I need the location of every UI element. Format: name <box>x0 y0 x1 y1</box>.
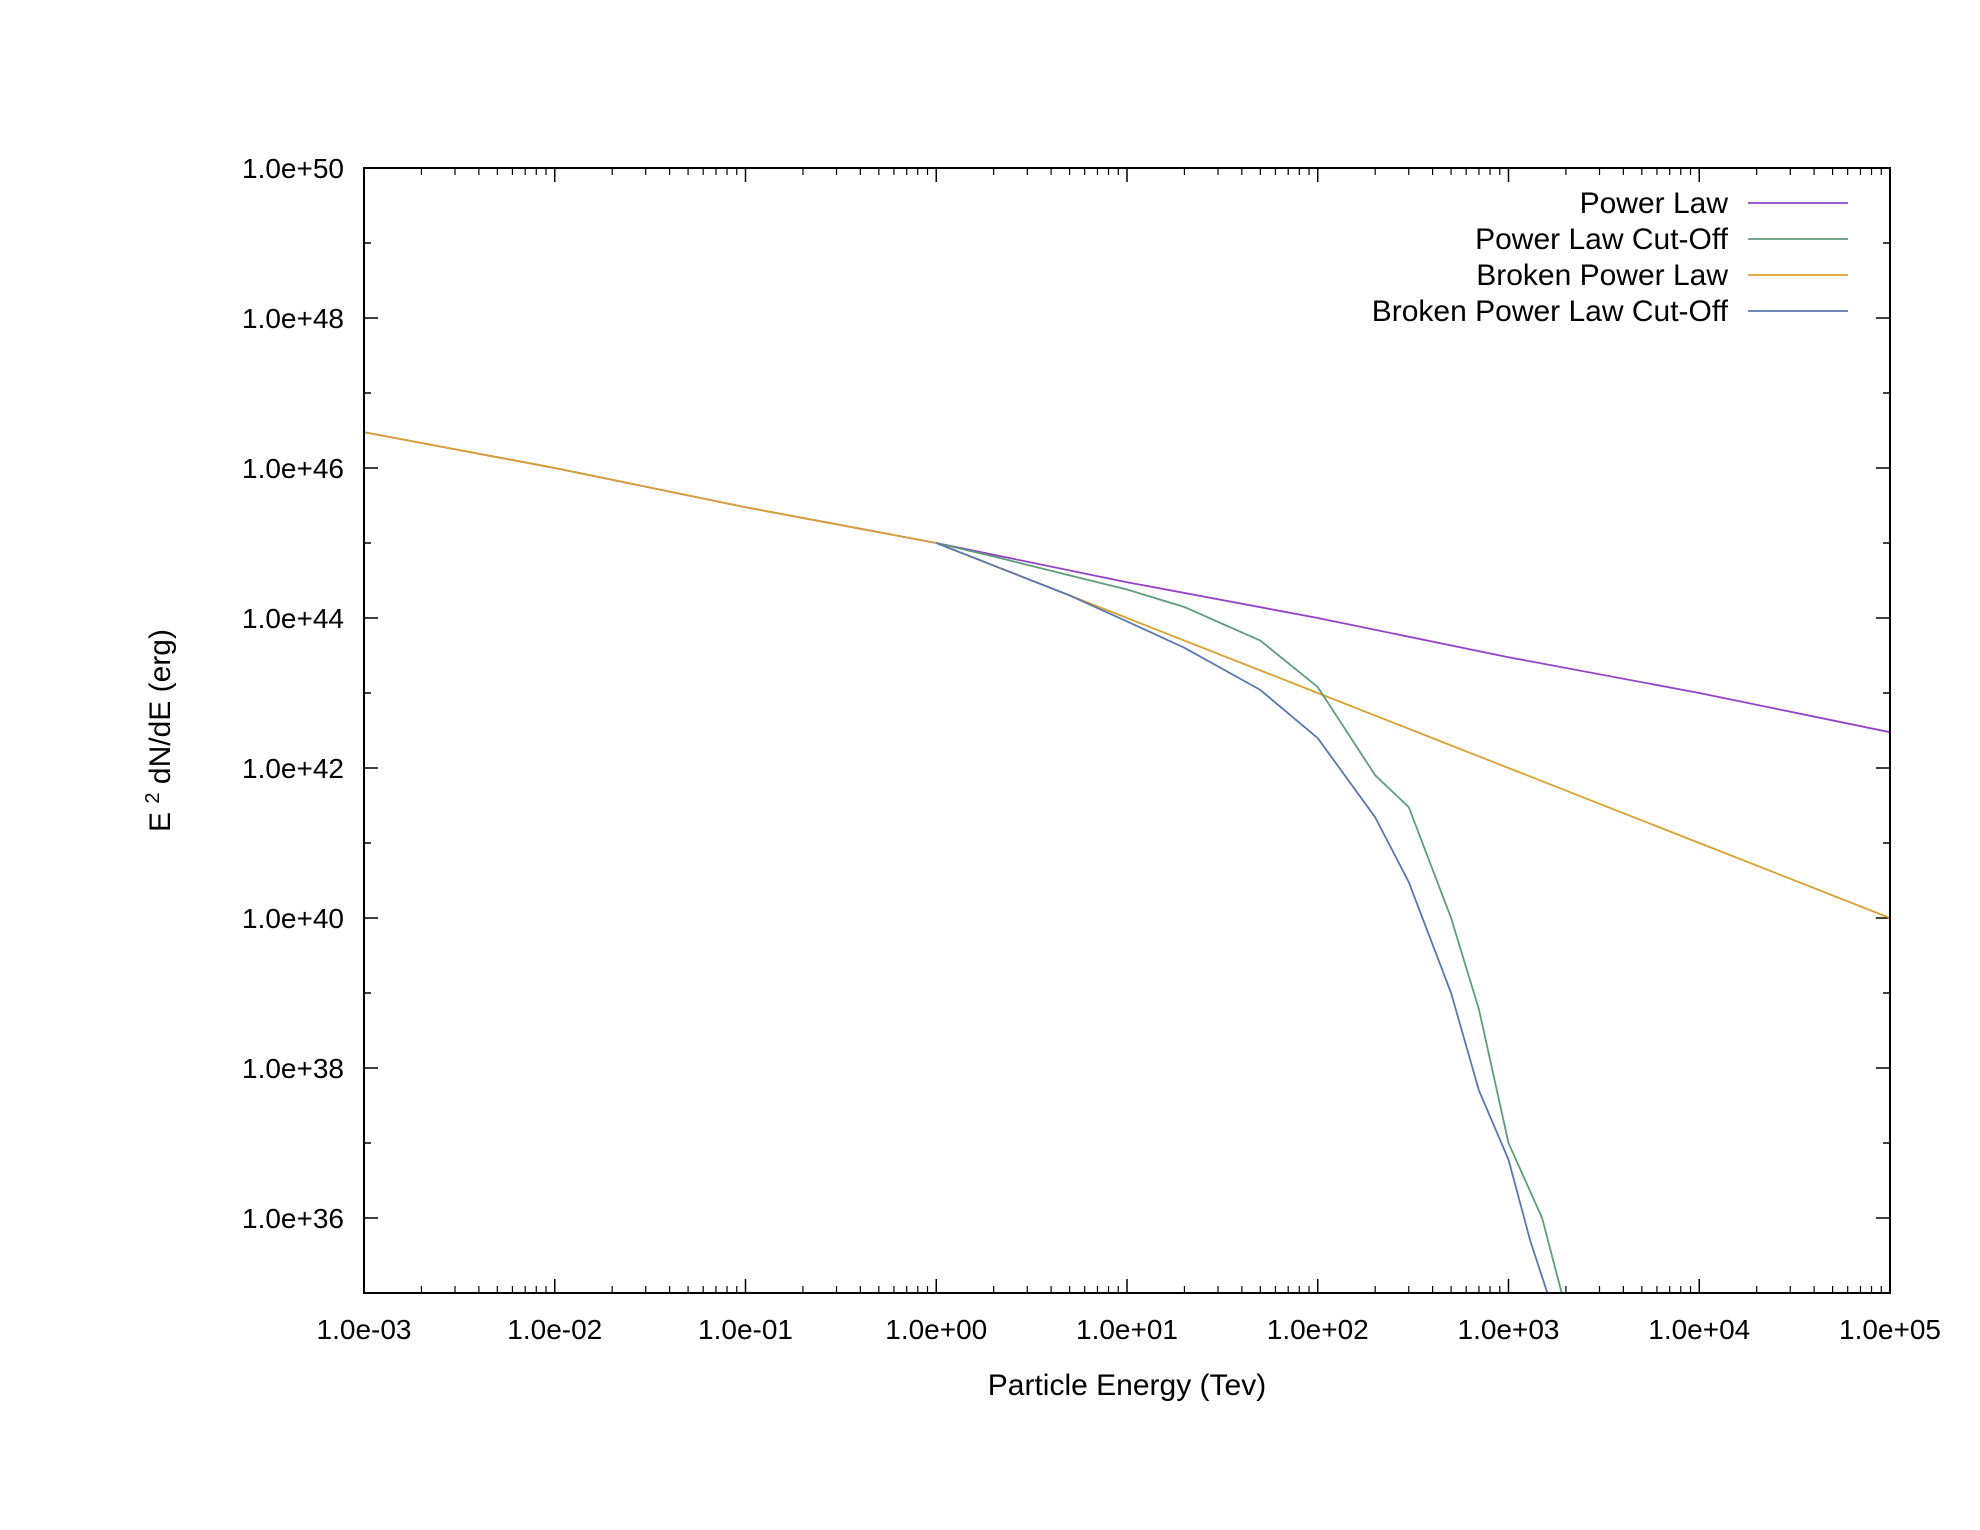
legend-label: Broken Power Law <box>1476 259 1728 292</box>
x-tick-label: 1.0e+02 <box>1267 1314 1369 1345</box>
y-tick-label: 1.0e+42 <box>242 753 344 784</box>
x-tick-label: 1.0e+03 <box>1458 1314 1560 1345</box>
x-tick-label: 1.0e+00 <box>885 1314 987 1345</box>
x-tick-label: 1.0e-01 <box>698 1314 793 1345</box>
x-tick-label: 1.0e+04 <box>1648 1314 1750 1345</box>
y-axis-title-base: E <box>144 812 177 832</box>
x-tick-label: 1.0e+05 <box>1839 1314 1941 1345</box>
legend-label: Broken Power Law Cut-Off <box>1372 295 1729 328</box>
legend-item: Power Law Cut-Off <box>1475 223 1848 256</box>
plot-frame <box>363 167 1891 1294</box>
x-tick-label: 1.0e+01 <box>1076 1314 1178 1345</box>
legend-item: Broken Power Law Cut-Off <box>1372 295 1848 328</box>
series-line-broken-power-law-cut-off <box>935 542 1549 1293</box>
legend-item: Broken Power Law <box>1476 259 1848 292</box>
legend-label: Power Law Cut-Off <box>1475 223 1729 256</box>
series-line-power-law-cut-off <box>936 542 1563 1293</box>
y-tick-label: 1.0e+40 <box>242 903 344 934</box>
x-axis-title: Particle Energy (Tev) <box>988 1369 1266 1402</box>
tick-labels: 1.0e-03 1.0e-02 1.0e-01 1.0e+00 1.0e+01 1.0e+… <box>242 153 1941 1345</box>
y-tick-label: 1.0e+48 <box>242 303 344 334</box>
y-tick-label: 1.0e+46 <box>242 453 344 484</box>
series-line-broken-power-law <box>364 431 1890 919</box>
y-axis-title: E 2 dN/dE (erg) <box>142 629 177 832</box>
x-tick-label: 1.0e-03 <box>317 1314 412 1345</box>
legend-label: Power Law <box>1580 187 1729 220</box>
y-axis-title-sup: 2 <box>142 792 164 803</box>
y-tick-label: 1.0e+38 <box>242 1053 344 1084</box>
plot-series <box>364 431 1890 1293</box>
legend-item: Power Law <box>1580 187 1848 220</box>
y-tick-label: 1.0e+44 <box>242 603 344 634</box>
x-tick-label: 1.0e-02 <box>507 1314 602 1345</box>
y-tick-label: 1.0e+36 <box>242 1203 344 1234</box>
y-tick-label: 1.0e+50 <box>242 153 344 184</box>
y-axis-title-rest: dN/dE (erg) <box>144 629 177 784</box>
